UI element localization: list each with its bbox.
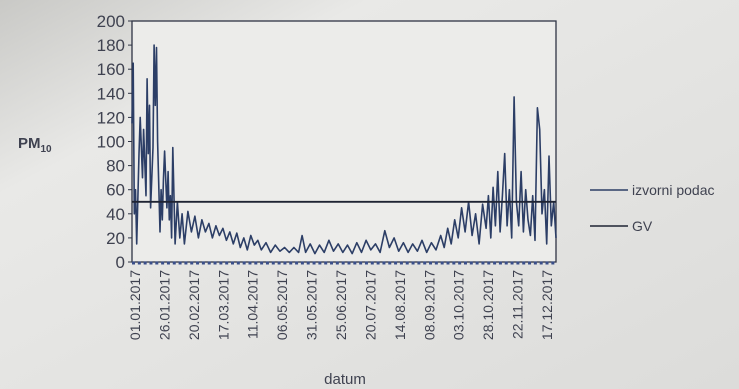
y-tick-label: 40 xyxy=(106,205,125,224)
x-tick-label: 06.05.2017 xyxy=(274,270,290,340)
y-tick-label: 180 xyxy=(97,36,125,55)
x-axis-label: datum xyxy=(324,371,366,388)
y-tick-label: 160 xyxy=(97,60,125,79)
x-tick-label: 31.05.2017 xyxy=(304,270,320,340)
x-tick-label: 28.10.2017 xyxy=(480,270,496,340)
series-line-izvorni-podaci xyxy=(131,44,557,255)
x-tick-label: 08.09.2017 xyxy=(421,270,437,340)
plot-area xyxy=(131,20,557,263)
y-tick-label: 20 xyxy=(106,229,125,248)
x-tick-label: 22.11.2017 xyxy=(510,270,526,339)
x-tick-label: 25.06.2017 xyxy=(333,270,349,340)
x-tick-label: 20.07.2017 xyxy=(362,270,378,340)
y-tick-label: 140 xyxy=(97,84,125,103)
x-tick-label: 11.04.2017 xyxy=(245,270,261,339)
y-tick-label: 80 xyxy=(106,157,125,176)
y-tick-label: 0 xyxy=(116,253,125,272)
x-tick-label: 03.10.2017 xyxy=(451,270,467,340)
y-tick-label: 120 xyxy=(97,108,125,127)
legend-label: GV xyxy=(632,218,653,234)
x-tick-label: 14.08.2017 xyxy=(392,270,408,340)
x-tick-label: 17.12.2017 xyxy=(539,270,555,340)
y-tick-label: 100 xyxy=(97,133,125,152)
y-tick-label: 200 xyxy=(97,12,125,31)
y-tick-label: 60 xyxy=(106,181,125,200)
legend-label: izvorni podac xyxy=(632,182,715,198)
x-tick-label: 17.03.2017 xyxy=(215,270,231,340)
x-tick-label: 01.01.2017 xyxy=(127,270,143,340)
x-tick-label: 20.02.2017 xyxy=(186,270,202,340)
x-tick-label: 26.01.2017 xyxy=(156,270,172,340)
y-axis-label: PM10 xyxy=(18,135,52,155)
